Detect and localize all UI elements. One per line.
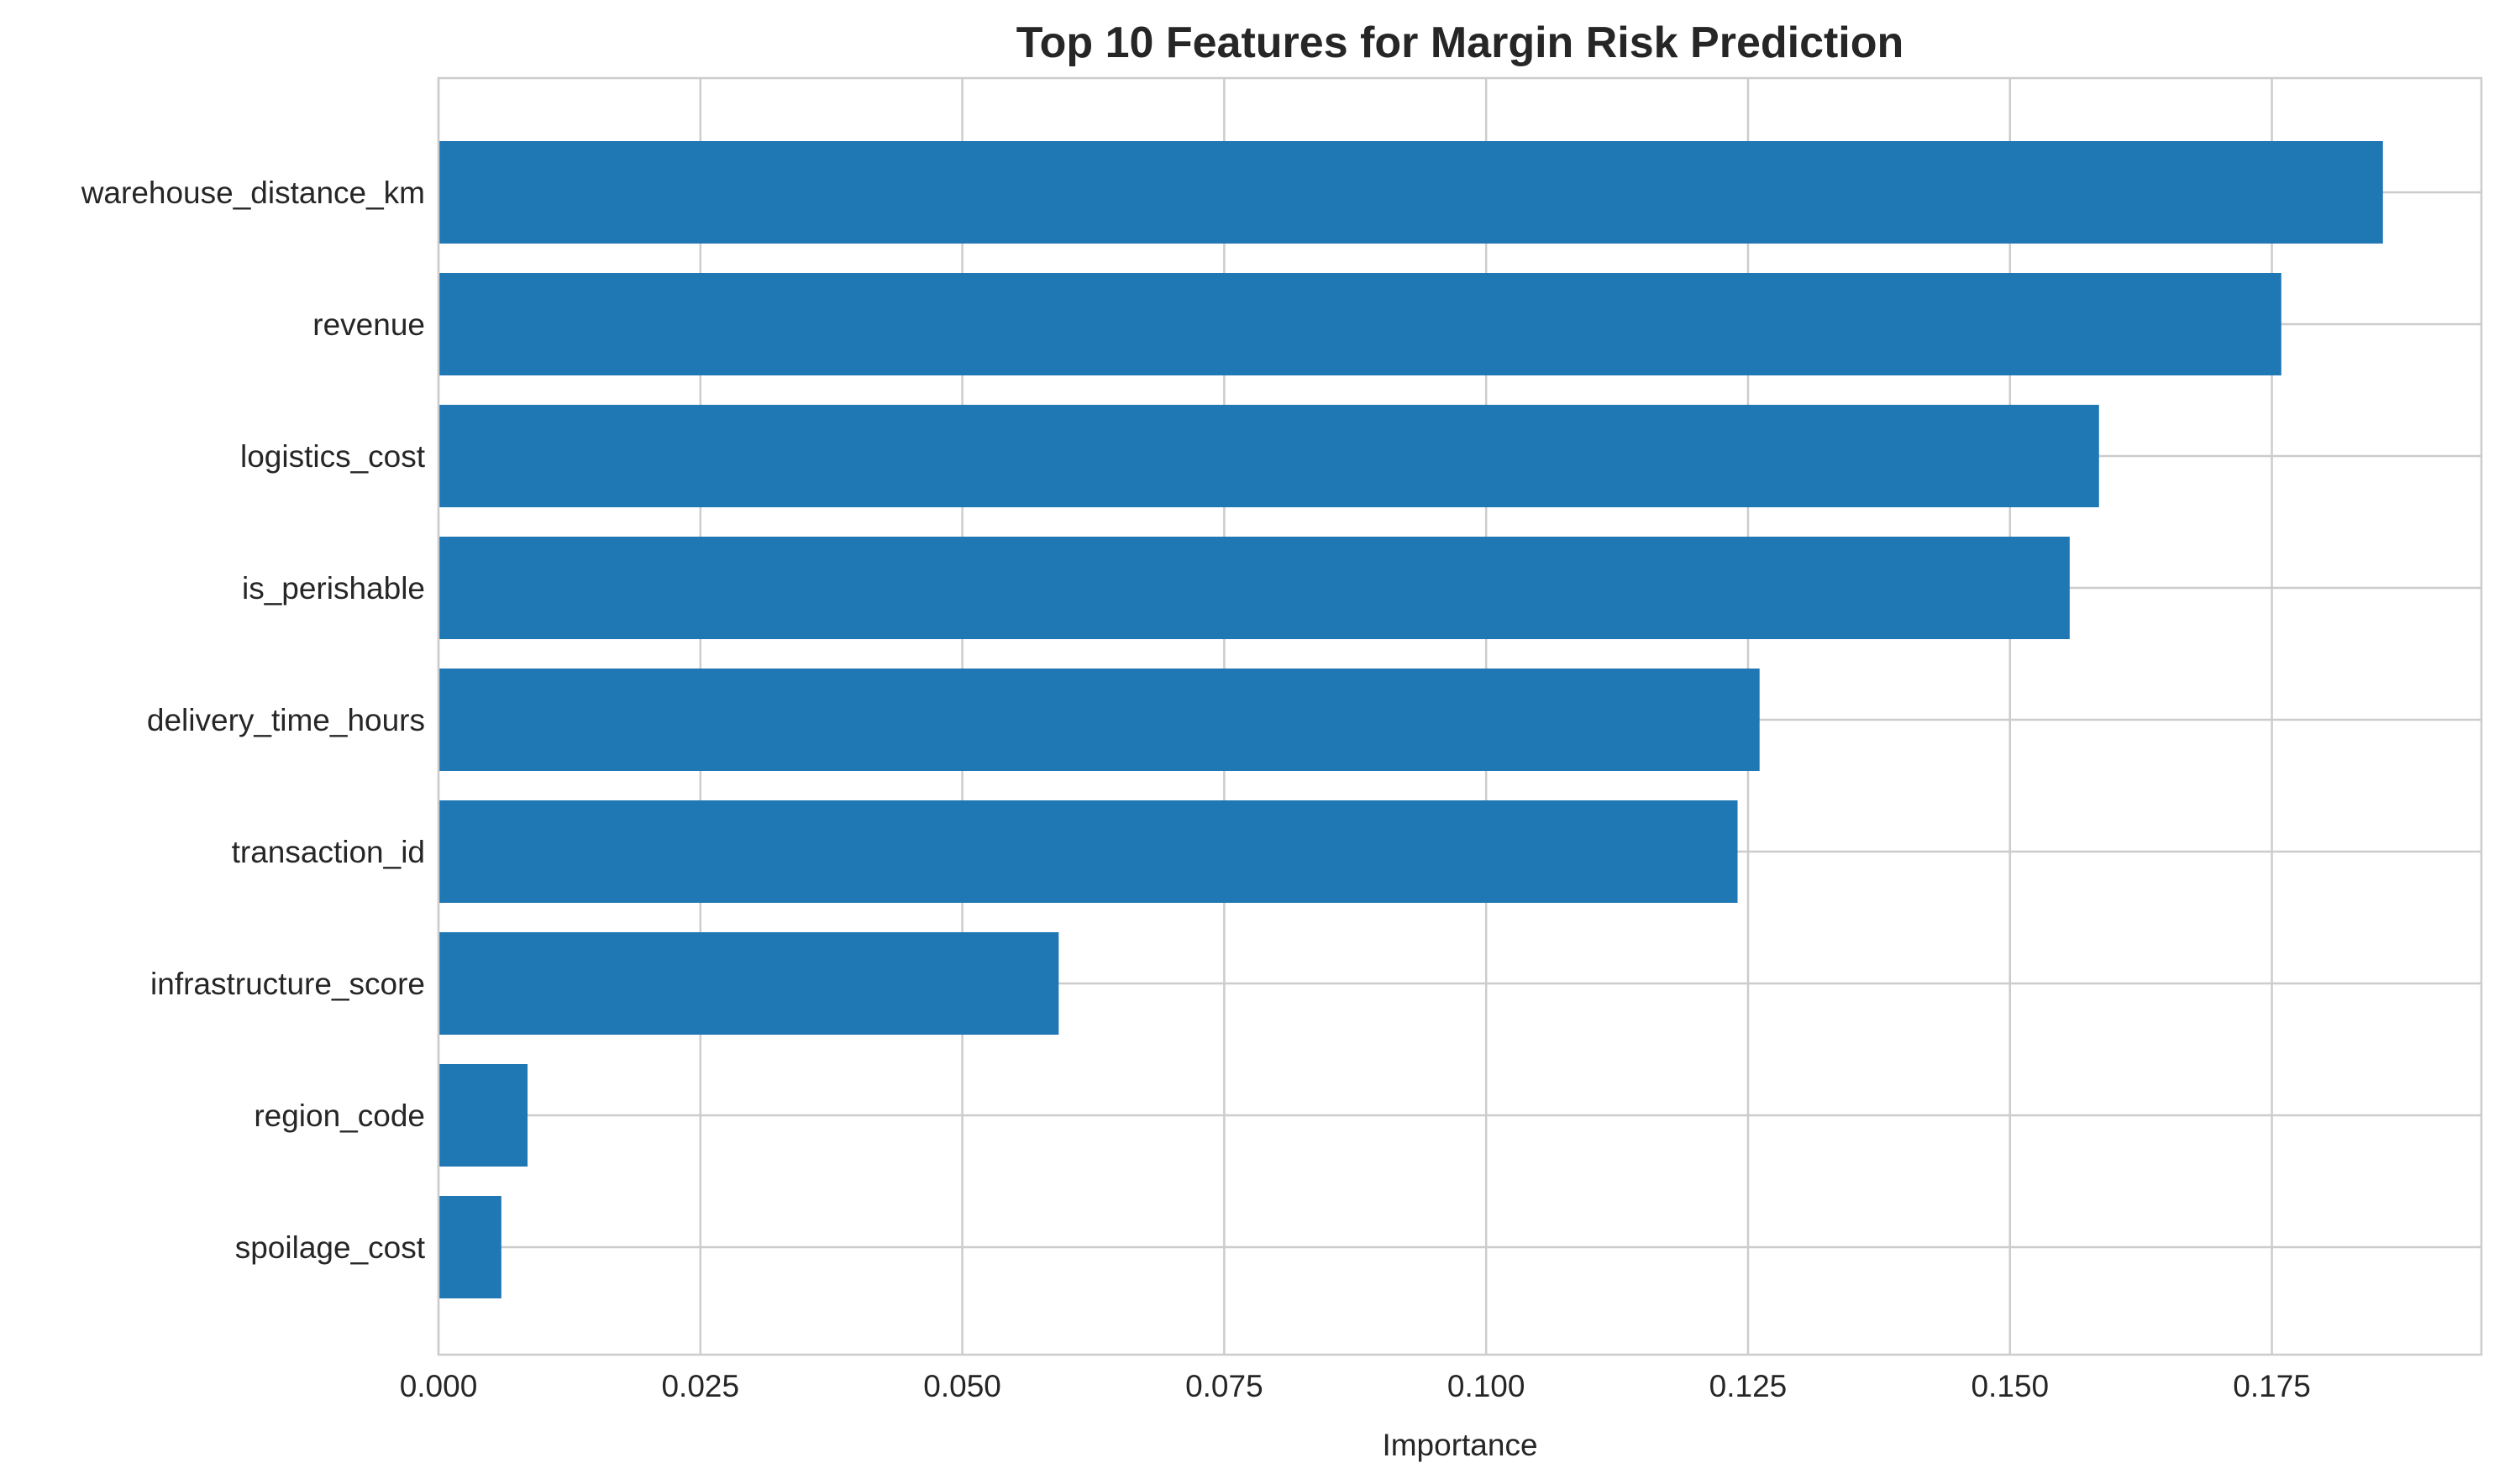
x-axis-label: Importance xyxy=(1382,1428,1537,1462)
bar-infrastructure-score xyxy=(438,932,1059,1035)
bar-warehouse-distance-km xyxy=(438,141,2383,244)
y-tick-label: spoilage_cost xyxy=(235,1230,426,1265)
x-tick-label: 0.100 xyxy=(1447,1369,1525,1403)
bar-spoilage-cost xyxy=(438,1196,501,1298)
y-tick-label: delivery_time_hours xyxy=(147,703,425,737)
x-tick-label: 0.150 xyxy=(1971,1369,2049,1403)
y-tick-label: region_code xyxy=(254,1099,425,1133)
x-tick-label: 0.175 xyxy=(2233,1369,2311,1403)
x-tick-label: 0.025 xyxy=(661,1369,739,1403)
y-tick-label: transaction_id xyxy=(232,835,425,869)
bar-delivery-time-hours xyxy=(438,669,1760,771)
x-tick-labels: 0.000 0.025 0.050 0.075 0.100 0.125 0.150 0.175 xyxy=(400,1369,2311,1403)
y-tick-label: revenue xyxy=(312,307,425,342)
x-tick-label: 0.000 xyxy=(400,1369,478,1403)
bar-region-code xyxy=(438,1064,528,1167)
bar-transaction-id xyxy=(438,800,1738,903)
y-tick-label: infrastructure_score xyxy=(150,967,425,1001)
x-tick-label: 0.125 xyxy=(1709,1369,1788,1403)
x-tick-label: 0.050 xyxy=(923,1369,1001,1403)
bar-logistics-cost xyxy=(438,405,2099,507)
y-tick-label: warehouse_distance_km xyxy=(81,176,425,210)
bar-is-perishable xyxy=(438,537,2070,639)
plot-frame xyxy=(437,76,2483,1356)
y-tick-label: is_perishable xyxy=(242,571,425,606)
y-tick-label: logistics_cost xyxy=(240,439,426,474)
chart-title: Top 10 Features for Margin Risk Predicti… xyxy=(1016,18,1904,67)
bar-revenue xyxy=(438,273,2281,375)
bars xyxy=(438,141,2383,1298)
x-tick-label: 0.075 xyxy=(1185,1369,1263,1403)
